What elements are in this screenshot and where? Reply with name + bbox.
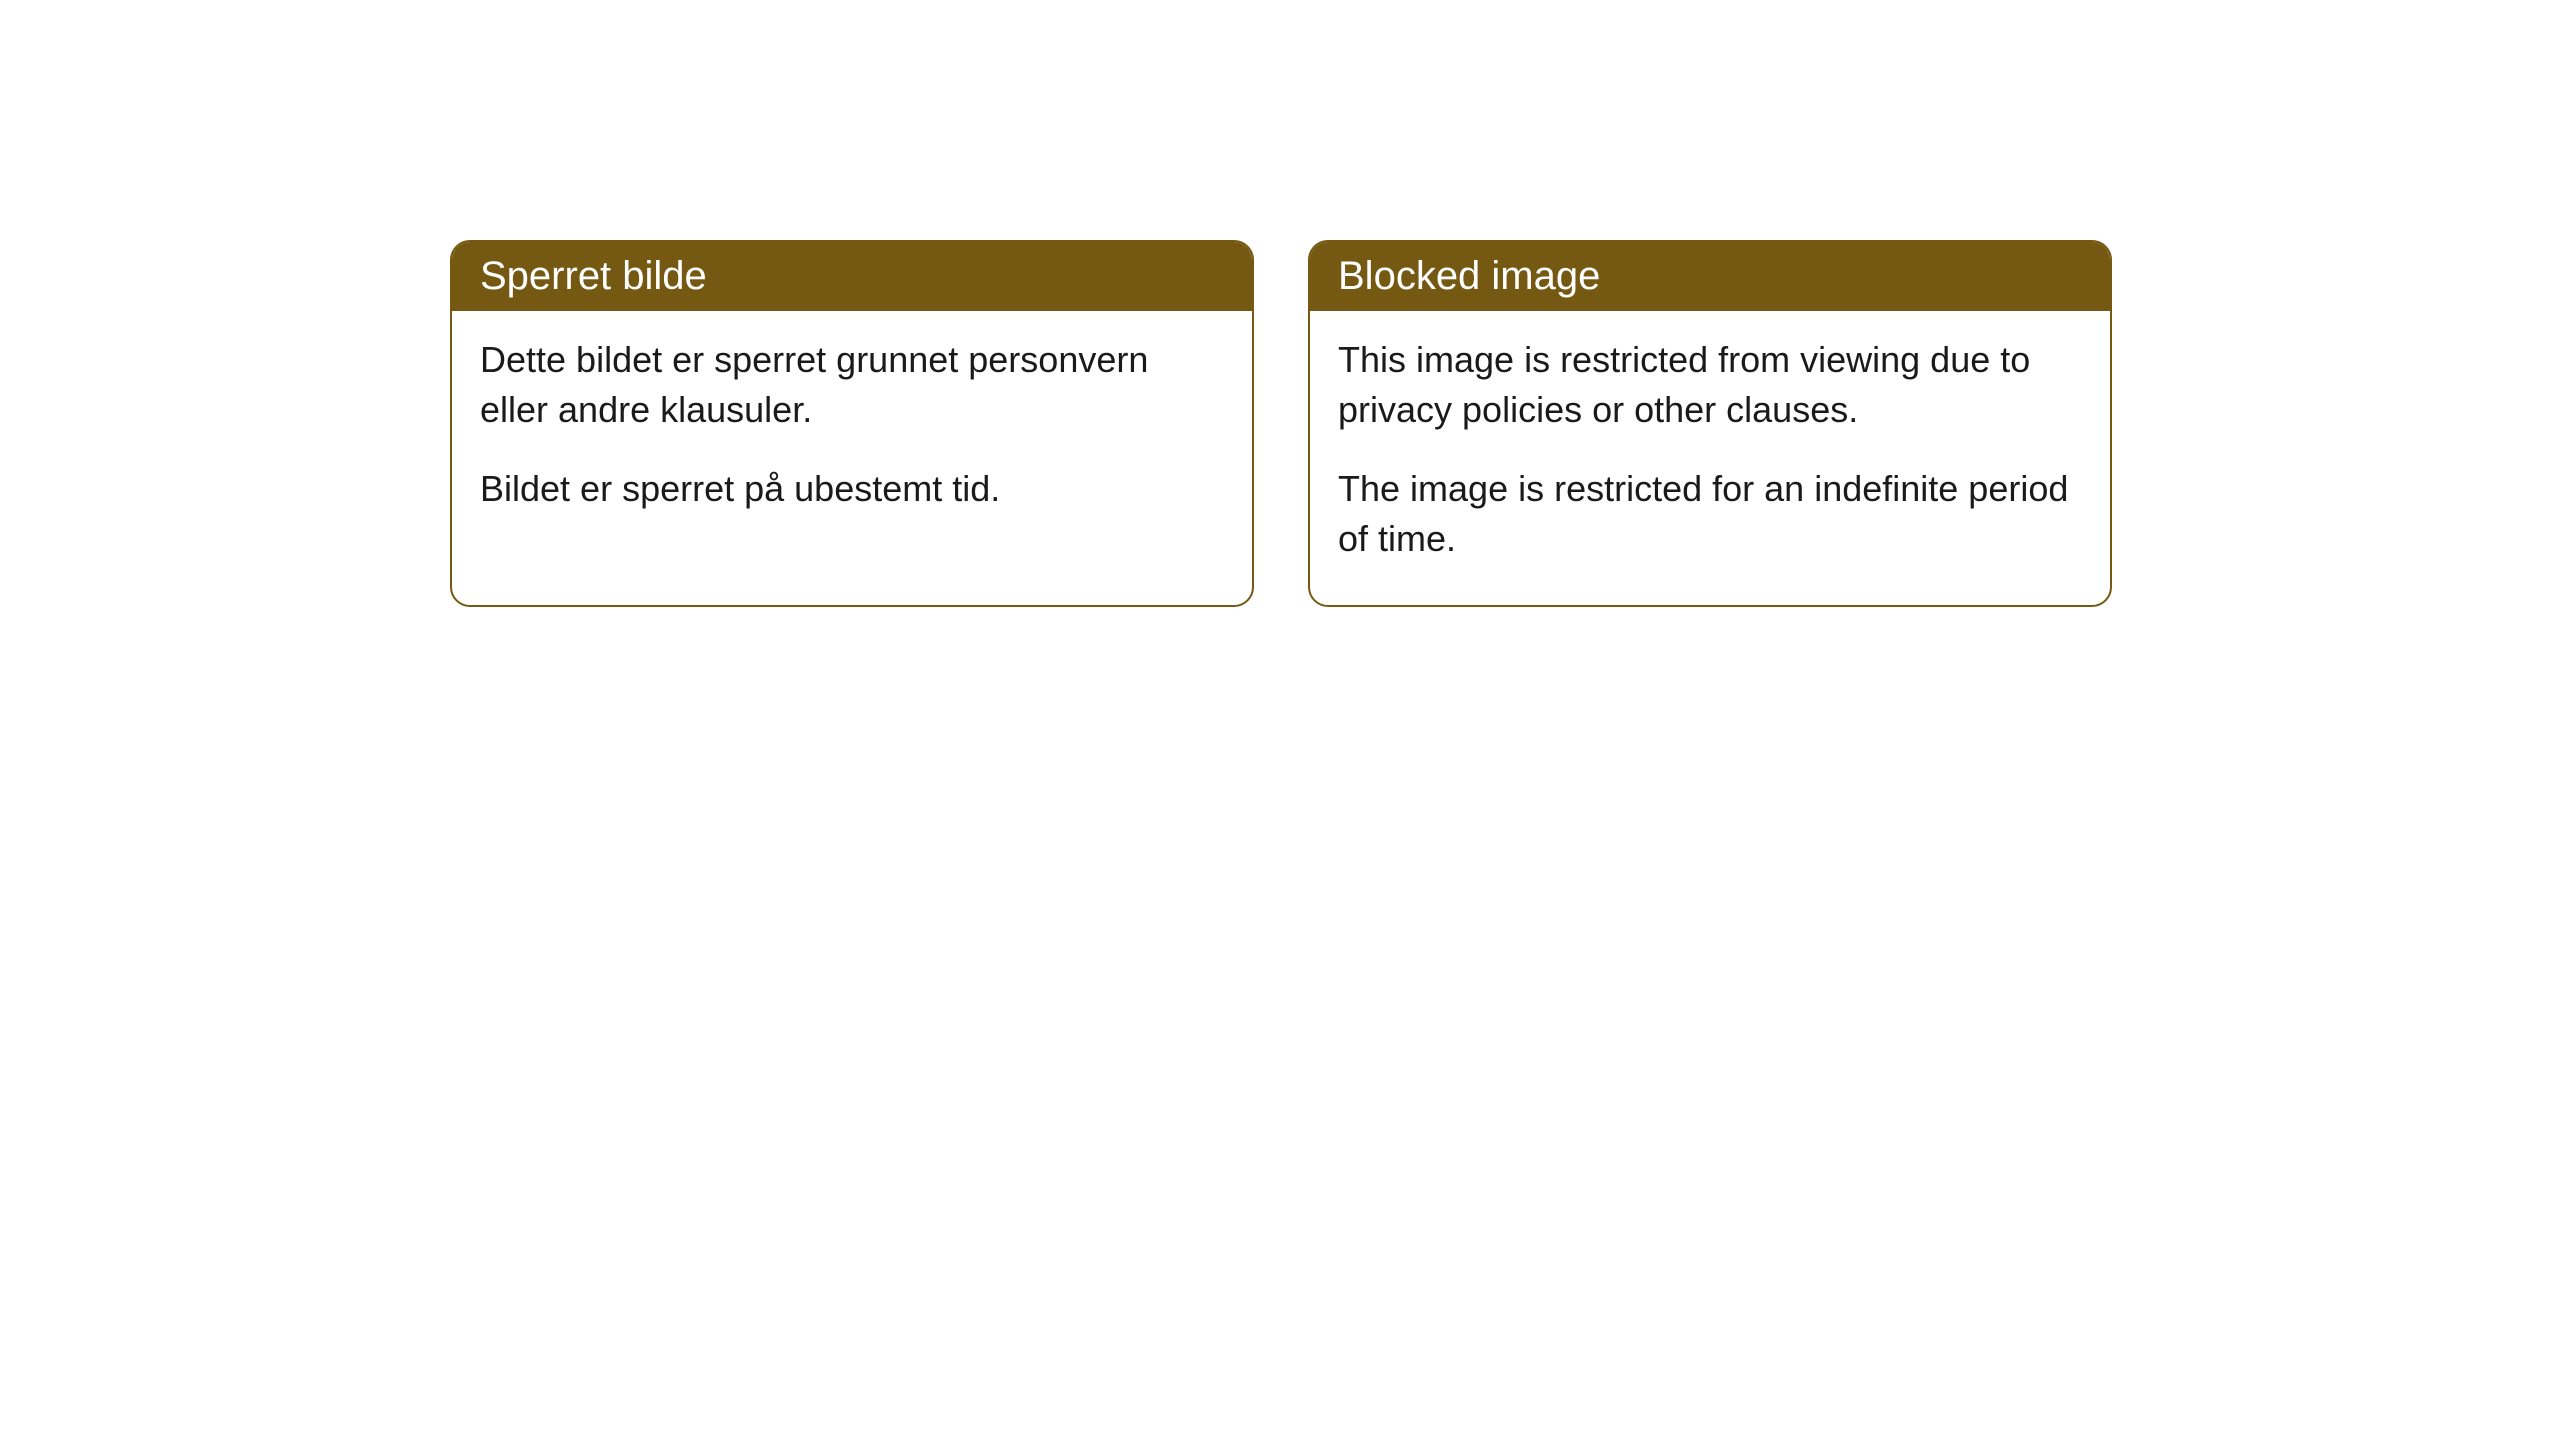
notice-card-norwegian: Sperret bilde Dette bildet er sperret gr… (450, 240, 1254, 607)
card-paragraph: The image is restricted for an indefinit… (1338, 464, 2082, 565)
card-body: This image is restricted from viewing du… (1310, 311, 2110, 605)
notice-cards-container: Sperret bilde Dette bildet er sperret gr… (450, 240, 2112, 607)
card-header: Sperret bilde (452, 242, 1252, 311)
card-paragraph: Dette bildet er sperret grunnet personve… (480, 335, 1224, 436)
card-paragraph: Bildet er sperret på ubestemt tid. (480, 464, 1224, 514)
notice-card-english: Blocked image This image is restricted f… (1308, 240, 2112, 607)
card-title: Blocked image (1338, 254, 1600, 298)
card-title: Sperret bilde (480, 254, 707, 298)
card-paragraph: This image is restricted from viewing du… (1338, 335, 2082, 436)
card-body: Dette bildet er sperret grunnet personve… (452, 311, 1252, 554)
card-header: Blocked image (1310, 242, 2110, 311)
